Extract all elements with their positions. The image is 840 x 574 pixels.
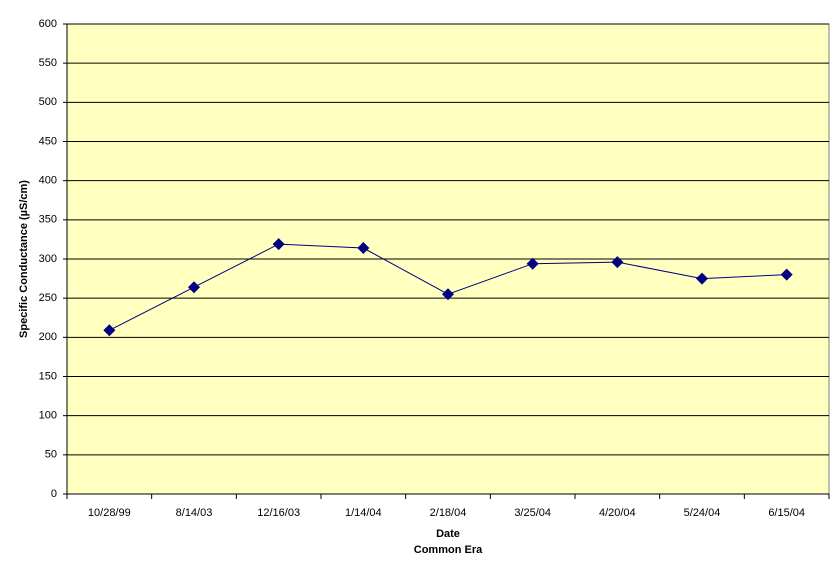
y-tick-label: 250 [39,292,57,304]
data-point [188,281,200,294]
data-point [526,257,539,270]
data-point [103,324,116,337]
x-tick-label: 12/16/03 [257,507,300,519]
x-tick-label: 8/14/03 [176,507,213,519]
y-tick-label: 200 [39,331,57,343]
data-point [611,256,624,269]
y-tick-label: 150 [39,370,57,382]
x-tick-label: 4/20/04 [599,507,636,519]
y-tick-label: 50 [45,449,57,461]
y-tick-label: 600 [39,18,57,30]
y-tick-label: 0 [51,488,57,500]
x-tick-label: 5/24/04 [684,507,721,519]
y-tick-label: 500 [39,96,57,108]
y-tick-label: 100 [39,410,57,422]
x-tick-label: 6/15/04 [768,507,805,519]
y-tick-label: 550 [39,57,57,69]
y-tick-label: 400 [39,175,57,187]
y-axis-label: Specific Conductance (µS/cm) [18,180,30,338]
x-tick-label: 3/25/04 [514,507,551,519]
x-axis-label: Date [436,528,460,540]
x-tick-label: 1/14/04 [345,507,382,519]
data-point [357,242,370,255]
data-point [780,268,793,281]
data-point [442,288,454,301]
data-point [272,238,285,251]
x-tick-label: 2/18/04 [430,507,467,519]
x-axis-label: Common Era [414,544,483,556]
x-tick-label: 10/28/99 [88,507,131,519]
data-point [696,272,708,285]
y-tick-label: 350 [39,214,57,226]
y-tick-label: 450 [39,135,57,147]
y-tick-label: 300 [39,253,57,265]
